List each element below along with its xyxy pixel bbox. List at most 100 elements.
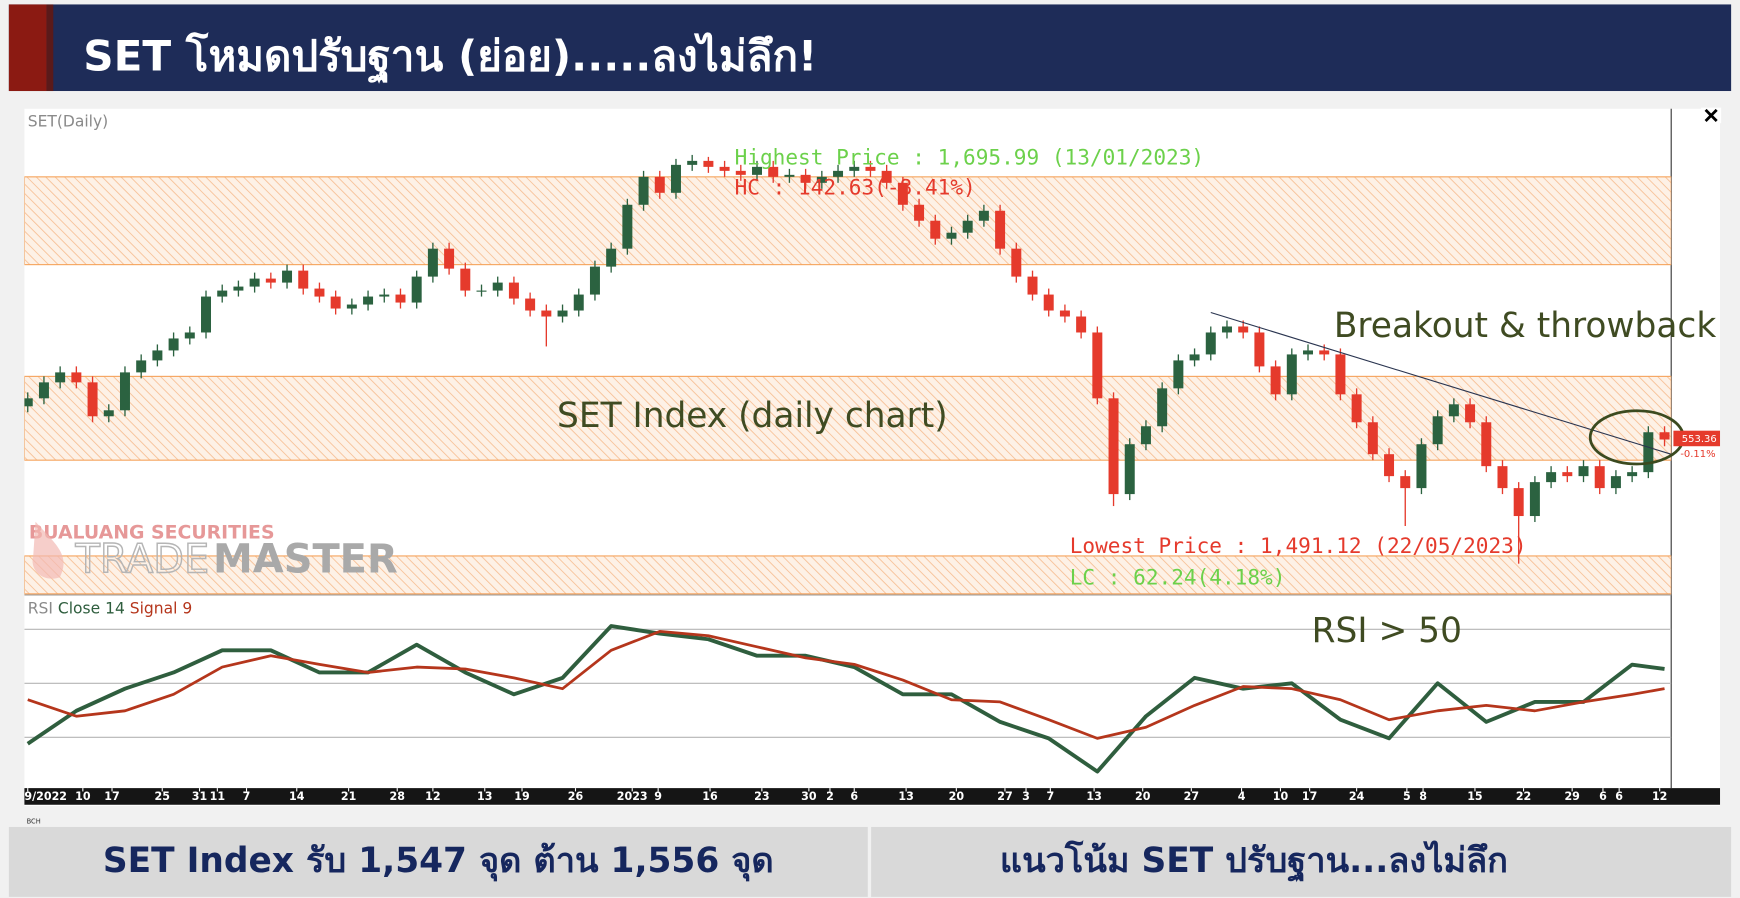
x-tick-label: 26: [568, 790, 584, 803]
watermark: TRADE: [74, 537, 209, 583]
candle-body: [865, 166, 876, 171]
candle-body: [1578, 466, 1589, 477]
x-tick-label: 22: [1516, 790, 1531, 803]
x-tick-label: 23: [754, 790, 769, 803]
candle-body: [1059, 310, 1070, 317]
candle-body: [411, 276, 422, 303]
candle-body: [1221, 326, 1232, 333]
candle-body: [1627, 472, 1638, 477]
x-tick-label: 6: [850, 790, 858, 803]
candle-body: [735, 170, 746, 175]
zone: [24, 555, 1672, 595]
candle-body: [395, 294, 406, 303]
candle-body: [1043, 294, 1054, 311]
x-tick-label: 2023: [617, 790, 648, 803]
zone: [24, 375, 1672, 461]
candle-body: [184, 332, 195, 339]
x-tick-label: 9: [654, 790, 662, 803]
candle-body: [492, 282, 503, 291]
candle-body: [1546, 472, 1557, 483]
candle-body: [1643, 432, 1654, 473]
header-accent: [8, 4, 47, 92]
x-tick-label: 17: [104, 790, 119, 803]
candle-body: [525, 298, 536, 311]
candle-body: [962, 220, 973, 233]
candle-body: [1400, 476, 1411, 489]
candle-body: [363, 296, 374, 305]
candle-body: [330, 296, 341, 309]
candle-body: [606, 248, 617, 267]
watermark: MASTER: [213, 537, 398, 583]
candle-body: [995, 210, 1006, 249]
candle-body: [265, 278, 276, 283]
x-tick-label: 21: [341, 790, 356, 803]
x-tick-label: 30: [801, 790, 817, 803]
candle-body: [1076, 316, 1087, 333]
page-title: SET โหมดปรับฐาน (ย่อย).....ลงไม่ลึก!: [83, 30, 817, 83]
candle-body: [24, 398, 33, 407]
candle-body: [1319, 350, 1330, 355]
candle-body: [1416, 444, 1427, 489]
candle-body: [1335, 354, 1346, 395]
x-tick-label: 8: [1419, 790, 1427, 803]
candle-body: [914, 204, 925, 221]
candle-body: [541, 310, 552, 317]
x-tick-label: 3: [1022, 790, 1030, 803]
rsi-panel: [24, 624, 1672, 774]
candle-body: [1351, 394, 1362, 423]
x-tick-label: 6: [1599, 790, 1607, 803]
panel-title: RSI Close 14 Signal 9: [28, 599, 192, 617]
x-tick-label: 20: [949, 790, 965, 803]
watermark-logo: [32, 521, 64, 579]
candle-body: [1157, 388, 1168, 427]
candle-body: [930, 220, 941, 239]
x-tick-label: 14: [289, 790, 305, 803]
candle-body: [233, 286, 244, 291]
x-tick-label: 5: [1403, 790, 1411, 803]
close-button[interactable]: [1701, 107, 1722, 124]
footer-box: [8, 826, 868, 897]
footer-text: SET Index รับ 1,547 จุด ต้าน 1,556 จุด: [103, 841, 774, 882]
x-tick-label: 15: [1467, 790, 1482, 803]
candle-body: [833, 170, 844, 177]
candle-body: [1384, 454, 1395, 477]
x-axis: 9/2022 10 17 25 31 11 7 14 21 28 12 13 19 26 2023 9 16 23…: [24, 788, 1667, 803]
candle-body: [946, 232, 957, 239]
candle-body: [622, 204, 633, 249]
candle-body: [249, 278, 260, 287]
candle-body: [136, 360, 147, 373]
x-tick-label: 19: [514, 790, 529, 803]
x-axis-bar: [24, 788, 1721, 805]
candle-body: [1448, 404, 1459, 417]
candle-body: [978, 210, 989, 221]
annotation: SET Index (daily chart): [557, 396, 948, 436]
candle-body: [768, 166, 779, 177]
candle-body: [508, 282, 519, 299]
x-tick-label: 31: [192, 790, 207, 803]
candle-body: [1513, 488, 1524, 517]
candle-body: [1562, 472, 1573, 477]
x-tick-label: 10: [1273, 790, 1289, 803]
candle-body: [816, 176, 827, 183]
footer-text: แนวโน้ม SET ปรับฐาน...ลงไม่ลึก: [1000, 840, 1508, 883]
x-tick-label: 17: [1302, 790, 1317, 803]
x-tick-label: 13: [477, 790, 492, 803]
candle-body: [1092, 332, 1103, 399]
x-tick-label: 12: [1652, 790, 1667, 803]
candle-body: [314, 288, 325, 297]
annotation: HC : 142.63(-8.41%): [735, 175, 976, 200]
candle-body: [703, 160, 714, 167]
candle-body: [1205, 332, 1216, 355]
x-tick-label: 7: [1046, 790, 1054, 803]
candle-body: [638, 176, 649, 205]
x-tick-label: 29: [1564, 790, 1579, 803]
x-tick-label: 13: [1086, 790, 1101, 803]
candle-body: [55, 372, 66, 383]
rsi-line: [26, 624, 1665, 774]
candle-body: [1270, 366, 1281, 395]
candle-body: [719, 166, 730, 171]
x-tick-label: 16: [702, 790, 718, 803]
x-tick-label: 11: [210, 790, 225, 803]
candle-body: [1481, 422, 1492, 467]
legend-entry: Close 14: [58, 599, 125, 617]
